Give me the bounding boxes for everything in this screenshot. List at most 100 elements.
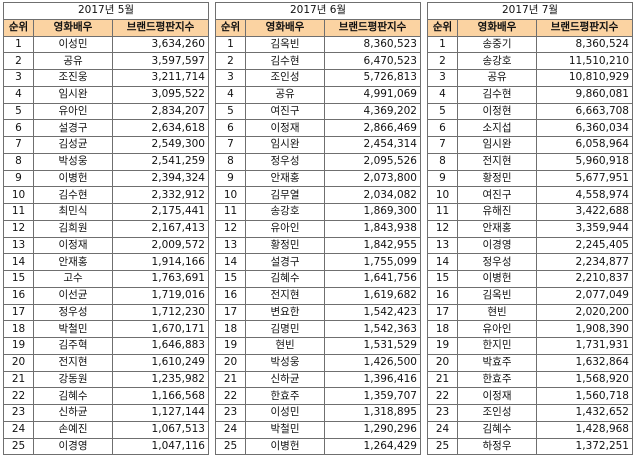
rank-cell: 22 [427,387,458,405]
actor-name-cell: 현빈 [457,303,537,322]
table-row: 23 조인성 1,432,652 [427,404,633,422]
actor-name-cell: 박성웅 [245,353,325,372]
table-row: 24 손예진 1,067,513 [3,420,209,439]
score-cell: 4,369,202 [324,102,421,121]
table-row: 5 이정현 6,663,708 [427,102,633,121]
score-cell: 2,020,200 [536,303,633,322]
table-row: 15 고수 1,763,691 [3,270,209,288]
rank-cell: 17 [427,303,458,322]
table-row: 8 박성웅 2,541,259 [3,152,209,171]
table-row: 16 전지현 1,619,682 [215,286,421,305]
score-cell: 2,167,413 [112,219,209,238]
rank-cell: 12 [3,219,34,238]
table-row: 19 김주혁 1,646,883 [3,337,209,355]
table-row: 24 김혜수 1,428,968 [427,420,633,439]
rank-cell: 16 [427,286,458,305]
actor-name-cell: 이병헌 [457,270,537,288]
actor-name-cell: 신하균 [33,404,113,422]
score-cell: 2,234,877 [536,253,633,271]
actor-name-cell: 이정재 [245,119,325,137]
table-row: 2 송강호 11,510,210 [427,52,633,70]
rank-cell: 18 [215,320,246,338]
actor-name-cell: 설경구 [33,119,113,137]
rank-cell: 13 [427,236,458,255]
table-row: 21 강동원 1,235,982 [3,370,209,389]
score-cell: 5,726,813 [324,69,421,87]
score-cell: 3,597,597 [112,52,209,70]
score-cell: 1,067,513 [112,420,209,439]
actor-name-cell: 유아인 [33,102,113,121]
actor-name-cell: 소지섭 [457,119,537,137]
actor-name-cell: 김희원 [33,219,113,238]
may-2017-table: 2017년 5월 순위 영화배우 브랜드평판지수 1 이성민 3,634,260 2 공유 3,5… [3,2,209,455]
rank-cell: 25 [215,437,246,455]
score-cell: 5,960,918 [536,152,633,171]
score-cell: 2,073,800 [324,169,421,188]
score-cell: 11,510,210 [536,52,633,70]
actor-name-cell: 이병헌 [33,169,113,188]
actor-name-cell: 김혜수 [245,270,325,288]
actor-name-cell: 안재홍 [33,253,113,271]
rank-cell: 2 [3,52,34,70]
actor-name-cell: 이성민 [245,404,325,422]
rank-cell: 24 [3,420,34,439]
rank-cell: 1 [3,35,34,54]
score-header: 브랜드평판지수 [112,18,209,37]
rank-cell: 3 [3,69,34,87]
actor-name-cell: 이정재 [33,236,113,255]
table-row: 7 임시완 6,058,964 [427,136,633,154]
score-cell: 6,360,034 [536,119,633,137]
table-row: 15 이병헌 2,210,837 [427,270,633,288]
score-cell: 2,009,572 [112,236,209,255]
score-cell: 1,712,230 [112,303,209,322]
score-cell: 1,646,883 [112,337,209,355]
actor-name-cell: 김수현 [457,85,537,104]
actor-name-cell: 김주혁 [33,337,113,355]
rank-cell: 19 [215,337,246,355]
rank-cell: 10 [215,186,246,204]
actor-name-cell: 정우성 [245,152,325,171]
score-cell: 1,763,691 [112,270,209,288]
actor-name-cell: 박효주 [457,353,537,372]
table-row: 1 송중기 8,360,524 [427,35,633,54]
rank-cell: 4 [3,85,34,104]
table-row: 9 이병헌 2,394,324 [3,169,209,188]
actor-name-cell: 공유 [33,52,113,70]
rank-cell: 8 [3,152,34,171]
score-cell: 4,558,974 [536,186,633,204]
table-row: 17 정우성 1,712,230 [3,303,209,322]
actor-name-cell: 이성민 [33,35,113,54]
rank-cell: 23 [3,404,34,422]
score-cell: 8,360,524 [536,35,633,54]
actor-name-cell: 변요한 [245,303,325,322]
actor-name-cell: 김무열 [245,186,325,204]
rank-cell: 18 [3,320,34,338]
table-row: 11 최민식 2,175,441 [3,203,209,221]
table-row: 22 한효주 1,359,707 [215,387,421,405]
table-row: 19 한지민 1,731,931 [427,337,633,355]
table-row: 21 신하균 1,396,416 [215,370,421,389]
table-row: 17 변요한 1,542,423 [215,303,421,322]
actor-name-cell: 한효주 [245,387,325,405]
rank-cell: 25 [3,437,34,455]
score-cell: 1,359,707 [324,387,421,405]
actor-name-cell: 김혜수 [457,420,537,439]
table-row: 5 여진구 4,369,202 [215,102,421,121]
score-cell: 1,914,166 [112,253,209,271]
actor-name-cell: 김옥빈 [245,35,325,54]
rank-cell: 25 [427,437,458,455]
actor-name-cell: 공유 [245,85,325,104]
rank-cell: 3 [427,69,458,87]
actor-name-cell: 김옥빈 [457,286,537,305]
rank-cell: 11 [3,203,34,221]
actor-name-cell: 여진구 [457,186,537,204]
score-cell: 2,454,314 [324,136,421,154]
rank-cell: 6 [427,119,458,137]
rank-cell: 15 [3,270,34,288]
table-row: 23 이성민 1,318,895 [215,404,421,422]
rank-cell: 7 [3,136,34,154]
actor-name-cell: 하정우 [457,437,537,455]
score-header: 브랜드평판지수 [536,18,633,37]
score-cell: 3,359,944 [536,219,633,238]
table-row: 14 설경구 1,755,099 [215,253,421,271]
